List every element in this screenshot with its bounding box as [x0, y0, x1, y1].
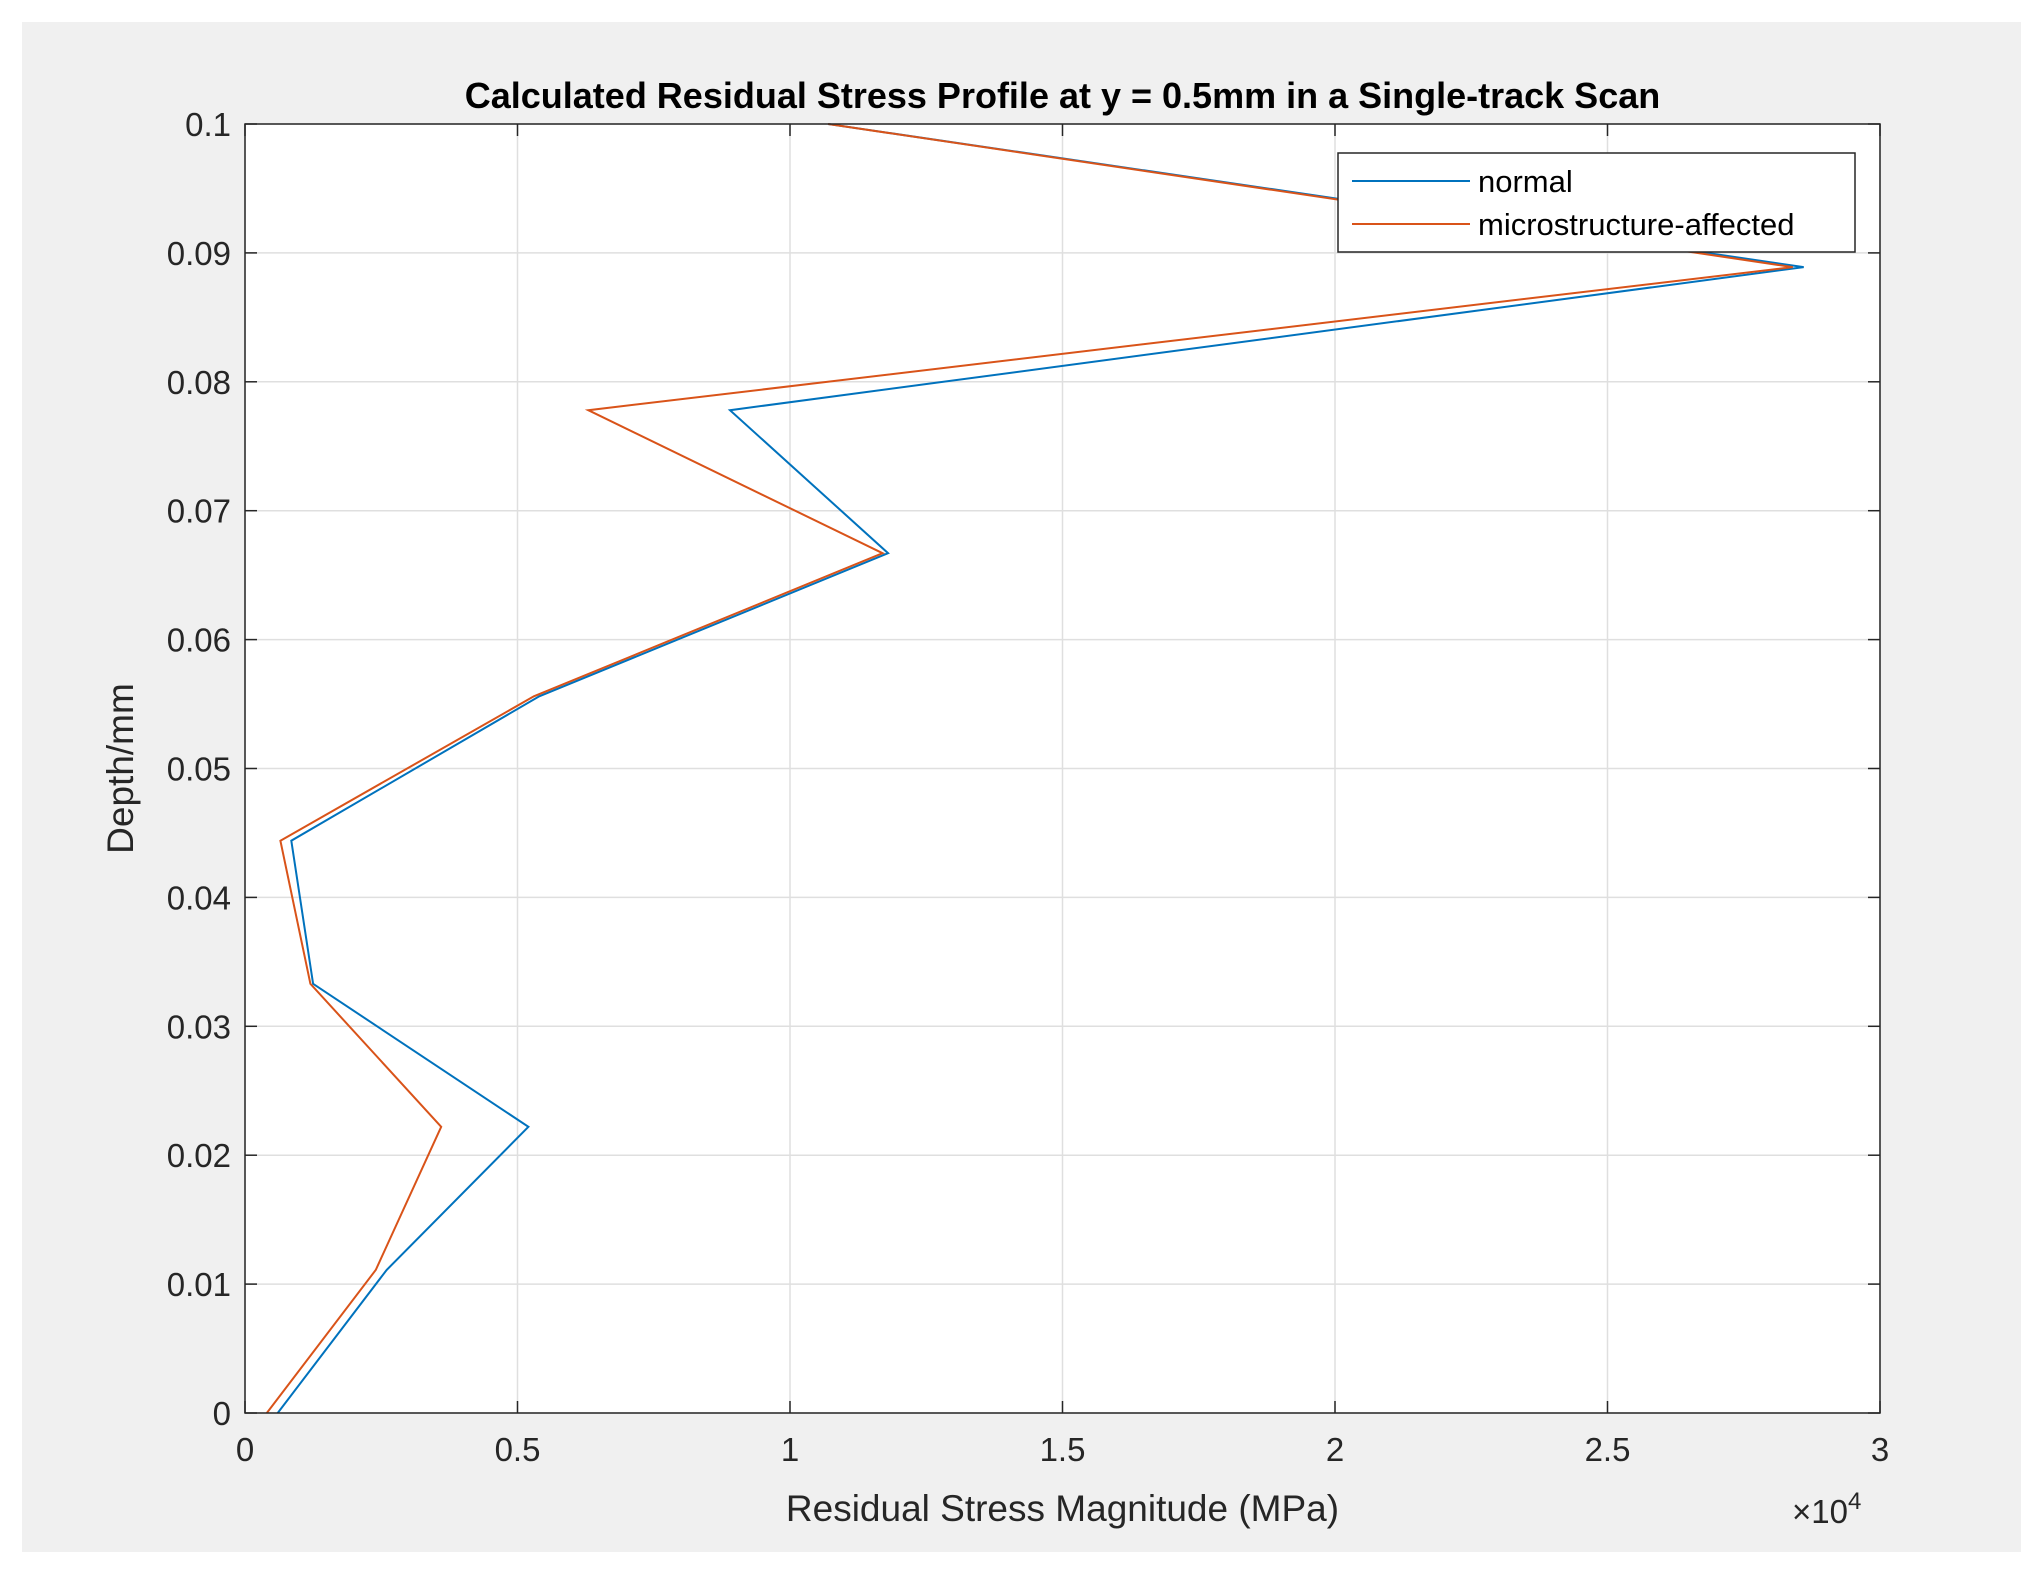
series-line-normal [276, 123, 1804, 1414]
legend: normal microstructure-affected [1337, 152, 1856, 253]
y-tick-label: 0.06 [167, 622, 231, 659]
legend-box [1337, 152, 1856, 253]
x-tick-label: 3 [1871, 1431, 1889, 1468]
x-axis-label: Residual Stress Magnitude (MPa) [786, 1488, 1339, 1529]
y-tick-label: 0.01 [167, 1266, 231, 1303]
legend-label-microstructure-affected: microstructure-affected [1478, 207, 1794, 242]
series-layer [266, 123, 1804, 1414]
y-tick-label: 0.07 [167, 493, 231, 530]
x-axis-exponent-power: 4 [1848, 1488, 1861, 1515]
x-axis-exponent-base: ×10 [1792, 1493, 1848, 1530]
legend-label-normal: normal [1478, 164, 1573, 199]
x-tick-label: 1 [781, 1431, 799, 1468]
x-axis-exponent: ×104 [1792, 1488, 1861, 1530]
series-line-microstructure-affected [266, 123, 1793, 1414]
y-tick-label: 0.09 [167, 235, 231, 272]
y-tick-label: 0.03 [167, 1008, 231, 1045]
y-tick-label: 0.1 [185, 106, 231, 143]
x-tick-label: 1.5 [1040, 1431, 1086, 1468]
x-tick-label: 2.5 [1585, 1431, 1631, 1468]
x-tick-label: 2 [1326, 1431, 1344, 1468]
y-tick-label: 0 [213, 1395, 231, 1432]
chart-title: Calculated Residual Stress Profile at y … [465, 75, 1660, 116]
y-tick-label: 0.08 [167, 364, 231, 401]
y-tick-label: 0.02 [167, 1137, 231, 1174]
y-axis-label: Depth/mm [100, 683, 141, 854]
y-tick-label: 0.05 [167, 751, 231, 788]
x-tick-label: 0 [236, 1431, 254, 1468]
y-tick-label: 0.04 [167, 879, 231, 916]
x-tick-label: 0.5 [495, 1431, 541, 1468]
ticks: 0 0.5 1 1.5 2 2.5 3 0 0.01 0.02 0.03 0.04 0.05 0.06 0.… [167, 106, 1889, 1468]
